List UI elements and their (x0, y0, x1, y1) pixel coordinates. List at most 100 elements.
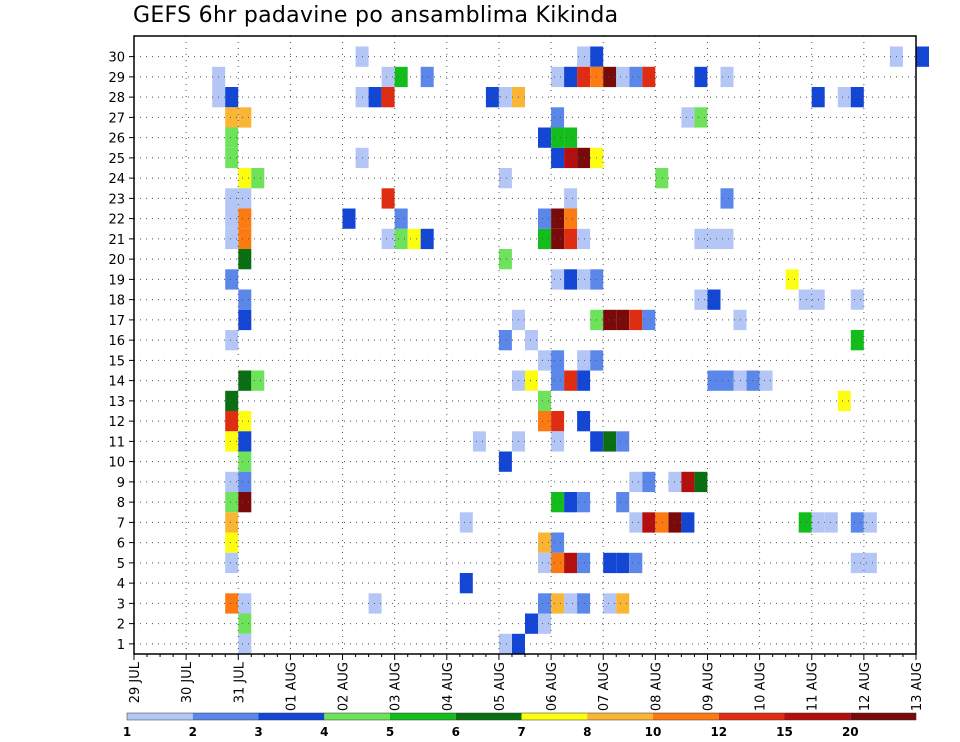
heatmap-cell (225, 411, 239, 432)
heatmap-cell (225, 431, 239, 452)
heatmap-cell (616, 309, 630, 331)
heatmap-cell (916, 46, 929, 67)
heatmap-cell (850, 552, 864, 574)
colorbar-segment (324, 713, 391, 720)
heatmap-cell (642, 512, 656, 533)
y-tick-label: 28 (108, 91, 125, 106)
colorbar-segment (784, 713, 851, 720)
heatmap-cell (577, 46, 591, 67)
heatmap-cell (251, 168, 265, 189)
y-tick-label: 14 (108, 375, 125, 390)
heatmap-cell (238, 249, 252, 270)
heatmap-cell (603, 431, 617, 452)
heatmap-cell (238, 411, 252, 432)
heatmap-cell (225, 390, 239, 412)
heatmap-cell (551, 208, 565, 229)
y-tick-label: 9 (117, 476, 125, 491)
heatmap-cell (551, 127, 565, 148)
heatmap-cell (551, 492, 565, 513)
heatmap-cell (538, 532, 551, 553)
heatmap-cell (694, 289, 708, 310)
heatmap-cell (551, 431, 565, 452)
heatmap-cell (863, 552, 877, 574)
colorbar-frame (126, 712, 917, 721)
heatmap-cell (225, 269, 239, 290)
heatmap-cell (655, 168, 669, 189)
heatmap-cell (551, 370, 565, 391)
y-tick-label: 27 (108, 111, 125, 126)
y-tick-label: 11 (108, 435, 125, 450)
heatmap-cell (525, 330, 538, 351)
heatmap-cell (498, 330, 512, 351)
heatmap-cell (472, 431, 486, 452)
heatmap-cell (459, 573, 473, 594)
heatmap-cell (551, 107, 565, 128)
heatmap-cell (837, 87, 851, 108)
heatmap-cell (551, 228, 565, 250)
heatmap-cell (577, 350, 591, 371)
heatmap-cell (420, 228, 434, 250)
colorbar-segment (653, 713, 719, 720)
x-tick-label: 30 JUL (180, 661, 195, 703)
x-tick-label: 04 AUG (441, 662, 456, 711)
heatmap-cell (629, 309, 643, 331)
heatmap-cell (642, 309, 656, 331)
y-tick-label: 22 (108, 213, 125, 228)
heatmap-cell (603, 593, 617, 614)
heatmap-cell (498, 633, 512, 655)
heatmap-cell (394, 208, 408, 229)
colorbar-segment (192, 713, 259, 720)
y-tick-label: 10 (108, 456, 125, 471)
heatmap-cell (225, 552, 239, 574)
heatmap-cell (551, 147, 565, 169)
heatmap-cell (850, 87, 864, 108)
heatmap-cell (538, 593, 551, 614)
y-tick-label: 5 (117, 557, 125, 572)
colorbar-label: 2 (189, 725, 197, 739)
heatmap-cell (225, 107, 239, 128)
y-tick-label: 19 (108, 273, 125, 288)
heatmap-cell (681, 107, 695, 128)
colorbar-segment (258, 713, 325, 720)
heatmap-cell (642, 471, 656, 493)
heatmap-cell (616, 431, 630, 452)
heatmap-cell (394, 66, 408, 88)
y-tick-label: 26 (108, 132, 125, 147)
heatmap-cell (238, 451, 252, 472)
heatmap-cell (694, 66, 708, 88)
y-tick-label: 8 (117, 496, 125, 511)
heatmap-cell (798, 289, 812, 310)
heatmap-cell (785, 269, 799, 290)
x-tick-label: 13 AUG (910, 662, 925, 711)
colorbar-segment (127, 713, 193, 720)
heatmap-cell (225, 492, 239, 513)
heatmap-cell (850, 330, 864, 351)
x-tick-label: 10 AUG (754, 662, 769, 711)
colorbar-segment (587, 713, 654, 720)
heatmap-cell (629, 471, 643, 493)
heatmap-cell (564, 147, 578, 169)
heatmap-cell (694, 471, 708, 493)
x-tick-label: 03 AUG (389, 662, 404, 711)
heatmap-cell (407, 228, 421, 250)
heatmap-cell (850, 289, 864, 310)
y-tick-label: 30 (108, 51, 125, 66)
x-tick-label: 01 AUG (284, 662, 299, 711)
y-tick-label: 21 (108, 233, 125, 248)
heatmap-cell (538, 552, 551, 574)
x-tick-label: 12 AUG (858, 662, 873, 711)
heatmap-cell (681, 471, 695, 493)
heatmap-cell (251, 370, 265, 391)
heatmap-cell (707, 228, 721, 250)
y-tick-label: 7 (117, 516, 125, 531)
heatmap-cell (577, 228, 591, 250)
heatmap-cell (485, 87, 499, 108)
heatmap-cell (459, 512, 473, 533)
y-tick-label: 6 (117, 537, 125, 552)
chart-title: GEFS 6hr padavine po ansamblima Kikinda (133, 3, 619, 28)
heatmap-cell (577, 147, 591, 169)
heatmap-cell (225, 87, 239, 108)
heatmap-cell (238, 228, 252, 250)
heatmap-cell (225, 127, 239, 148)
